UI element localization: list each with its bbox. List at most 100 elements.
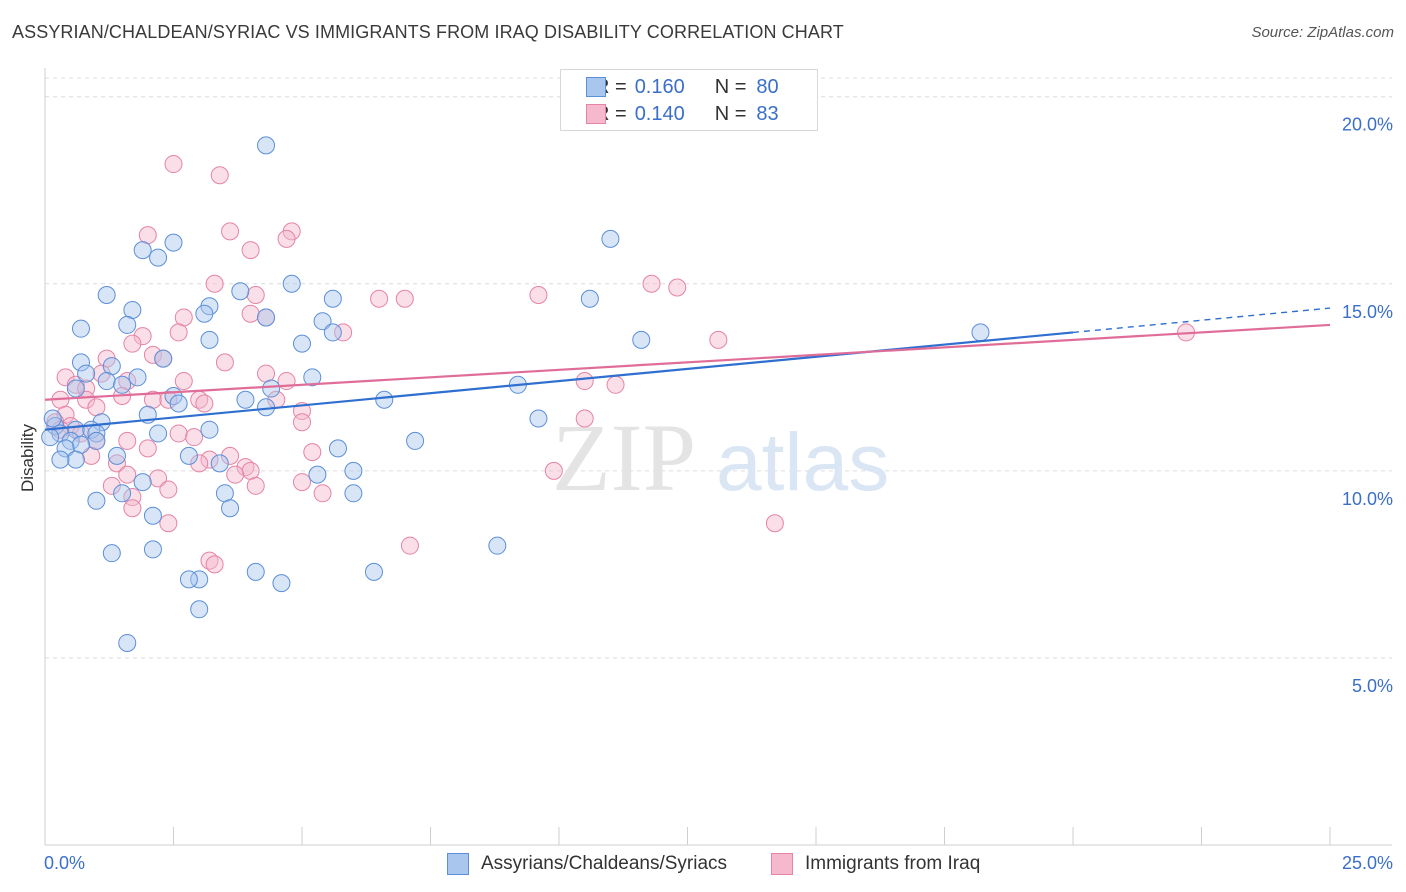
point-immigrants-from-iraq xyxy=(159,514,178,533)
legend-swatch-assyrians xyxy=(447,853,469,875)
point-immigrants-from-iraq xyxy=(642,274,661,293)
trend-line-assyrians xyxy=(44,331,1074,431)
n-label-2: N = xyxy=(714,102,747,125)
point-assyrians xyxy=(118,315,137,334)
point-immigrants-from-iraq xyxy=(246,476,265,495)
x-tick-label-min: 0.0% xyxy=(44,853,85,873)
point-assyrians xyxy=(87,431,106,450)
legend-item-assyrians: Assyrians/Chaldeans/Syriacs xyxy=(447,852,727,876)
legend-swatch-pink xyxy=(586,104,606,124)
y-tick-label: 5.0% xyxy=(1352,676,1393,696)
point-assyrians xyxy=(257,136,276,155)
r-value-2: 0.140 xyxy=(634,102,685,125)
point-immigrants-from-iraq xyxy=(174,308,193,327)
point-immigrants-from-iraq xyxy=(174,372,193,391)
point-immigrants-from-iraq xyxy=(370,289,389,308)
axes xyxy=(44,68,1392,846)
point-immigrants-from-iraq xyxy=(133,327,152,346)
trend-line-assyrians-extension xyxy=(1072,307,1331,334)
point-immigrants-from-iraq xyxy=(241,461,260,480)
point-immigrants-from-iraq xyxy=(118,431,137,450)
point-immigrants-from-iraq xyxy=(56,368,75,387)
point-assyrians xyxy=(200,420,219,439)
legend-item-iraq: Immigrants from Iraq xyxy=(771,852,980,876)
point-immigrants-from-iraq xyxy=(205,555,224,574)
point-immigrants-from-iraq xyxy=(164,155,183,174)
point-immigrants-from-iraq xyxy=(159,480,178,499)
point-assyrians xyxy=(71,319,90,338)
point-assyrians xyxy=(488,536,507,555)
point-immigrants-from-iraq xyxy=(210,166,229,185)
point-immigrants-from-iraq xyxy=(606,375,625,394)
legend-swatch-blue xyxy=(586,77,606,97)
point-assyrians xyxy=(133,473,152,492)
point-immigrants-from-iraq xyxy=(246,286,265,305)
point-immigrants-from-iraq xyxy=(400,536,419,555)
point-assyrians xyxy=(133,241,152,260)
point-assyrians xyxy=(323,323,342,342)
point-immigrants-from-iraq xyxy=(395,289,414,308)
tick-labels: 5.0% 10.0% 15.0% 20.0% 0.0% 25.0% xyxy=(44,115,1393,873)
point-assyrians xyxy=(113,375,132,394)
point-immigrants-from-iraq xyxy=(138,226,157,245)
legend-label-iraq: Immigrants from Iraq xyxy=(805,853,981,874)
point-immigrants-from-iraq xyxy=(241,241,260,260)
point-assyrians xyxy=(221,499,240,518)
point-immigrants-from-iraq xyxy=(709,330,728,349)
point-immigrants-from-iraq xyxy=(313,484,332,503)
point-assyrians xyxy=(97,286,116,305)
point-immigrants-from-iraq xyxy=(138,439,157,458)
trend-line-immigrants-from-iraq xyxy=(44,323,1331,401)
point-assyrians xyxy=(71,435,90,454)
chart-source: Source: ZipAtlas.com xyxy=(1251,24,1394,41)
point-assyrians xyxy=(308,465,327,484)
point-immigrants-from-iraq xyxy=(277,229,296,248)
point-immigrants-from-iraq xyxy=(226,465,245,484)
point-assyrians xyxy=(200,330,219,349)
point-immigrants-from-iraq xyxy=(66,375,85,394)
point-assyrians xyxy=(77,364,96,383)
point-assyrians xyxy=(529,409,548,428)
point-assyrians xyxy=(41,428,60,447)
point-assyrians xyxy=(128,368,147,387)
point-assyrians xyxy=(43,409,62,428)
point-assyrians xyxy=(149,424,168,443)
y-tick-label: 15.0% xyxy=(1342,302,1393,322)
points-immigrants-from-iraq xyxy=(46,155,1196,574)
point-assyrians xyxy=(632,330,651,349)
point-assyrians xyxy=(164,233,183,252)
stats-legend-row-1: R = 0.160 N = 80 xyxy=(586,75,779,99)
point-immigrants-from-iraq xyxy=(102,476,121,495)
stats-legend-row-2: R = 0.140 N = 83 xyxy=(586,102,779,126)
point-immigrants-from-iraq xyxy=(87,398,106,417)
r-value-1: 0.160 xyxy=(634,75,685,98)
point-immigrants-from-iraq xyxy=(205,274,224,293)
legend-label-assyrians: Assyrians/Chaldeans/Syriacs xyxy=(481,853,728,874)
point-assyrians xyxy=(179,446,198,465)
point-assyrians xyxy=(51,450,70,469)
point-immigrants-from-iraq xyxy=(169,424,188,443)
point-immigrants-from-iraq xyxy=(143,345,162,364)
point-immigrants-from-iraq xyxy=(123,499,142,518)
point-immigrants-from-iraq xyxy=(241,304,260,323)
trend-lines xyxy=(44,307,1331,431)
point-immigrants-from-iraq xyxy=(107,454,126,473)
point-assyrians xyxy=(210,454,229,473)
stats-legend: R = 0.160 N = 80 R = 0.140 N = 83 xyxy=(560,69,818,131)
chart-title: ASSYRIAN/CHALDEAN/SYRIAC VS IMMIGRANTS F… xyxy=(12,22,844,42)
point-immigrants-from-iraq xyxy=(668,278,687,297)
point-assyrians xyxy=(195,304,214,323)
point-assyrians xyxy=(375,390,394,409)
point-immigrants-from-iraq xyxy=(149,469,168,488)
point-immigrants-from-iraq xyxy=(544,461,563,480)
point-assyrians xyxy=(190,570,209,589)
point-assyrians xyxy=(169,394,188,413)
point-assyrians xyxy=(344,484,363,503)
point-assyrians xyxy=(313,312,332,331)
point-immigrants-from-iraq xyxy=(195,394,214,413)
point-immigrants-from-iraq xyxy=(169,323,188,342)
point-immigrants-from-iraq xyxy=(529,286,548,305)
point-assyrians xyxy=(215,484,234,503)
point-immigrants-from-iraq xyxy=(765,514,784,533)
point-assyrians xyxy=(303,368,322,387)
